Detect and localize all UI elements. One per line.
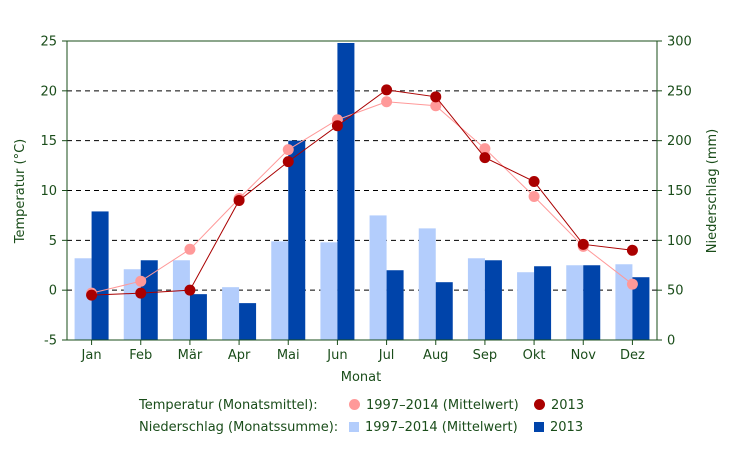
x-tick-label: Mai bbox=[277, 348, 300, 363]
x-tick-label: Jan bbox=[81, 348, 102, 363]
y-right-tick-label: 50 bbox=[667, 284, 684, 299]
y-axis-left-label: Temperatur (°C) bbox=[13, 139, 28, 245]
temp-2013-point bbox=[626, 244, 638, 256]
x-tick-label: Aug bbox=[423, 348, 448, 363]
y-right-tick-label: 250 bbox=[667, 84, 692, 99]
precip-mean-bar bbox=[271, 241, 289, 340]
y-left-tick-label: 25 bbox=[40, 35, 57, 50]
precip-2013-bar bbox=[534, 266, 552, 340]
precip-2013-bar bbox=[337, 42, 355, 340]
legend-label-precip-2013: 2013 bbox=[550, 420, 584, 435]
x-tick-label: Nov bbox=[571, 348, 597, 363]
precip-mean-bar bbox=[320, 242, 338, 340]
temp-2013-point bbox=[135, 287, 147, 299]
temp-mean-point bbox=[430, 100, 442, 112]
precip-2013-bar bbox=[583, 265, 601, 340]
precip-mean-bar bbox=[123, 269, 141, 340]
y-right-tick-label: 100 bbox=[667, 234, 692, 249]
legend-item-precip-mean: 1997–2014 (Mittelwert) bbox=[349, 420, 518, 435]
legend-row-temperature: Temperatur (Monatsmittel): 1997–2014 (Mi… bbox=[0, 398, 733, 420]
y-axis-right-label: Niederschlag (mm) bbox=[705, 129, 720, 254]
x-tick-label: Jun bbox=[326, 348, 347, 363]
precip-2013-bar bbox=[632, 277, 650, 340]
y-left-tick-label: 0 bbox=[49, 284, 57, 299]
legend-title-precipitation: Niederschlag (Monatssumme): bbox=[139, 420, 339, 435]
precip-2013-bar bbox=[484, 260, 502, 340]
x-tick-label: Apr bbox=[228, 348, 251, 363]
x-tick-label: Sep bbox=[473, 348, 498, 363]
precip-mean-bar bbox=[517, 272, 535, 340]
temperature-lines bbox=[86, 84, 638, 301]
temp-2013-point bbox=[331, 120, 343, 132]
temp-mean-point bbox=[381, 96, 393, 108]
temp-2013-point bbox=[282, 156, 294, 168]
precip-2013-bar bbox=[288, 140, 306, 340]
y-left-tick-label: 20 bbox=[40, 84, 57, 99]
precip-2013-bar bbox=[386, 270, 404, 340]
temp-2013-point bbox=[577, 238, 589, 250]
temp-mean-point bbox=[479, 143, 491, 155]
temp-mean-point bbox=[184, 243, 196, 255]
precipitation-bars bbox=[74, 42, 650, 340]
temp-2013-point bbox=[479, 152, 491, 164]
legend-label-temp-2013: 2013 bbox=[551, 398, 585, 413]
legend-label-precip-mean: 1997–2014 (Mittelwert) bbox=[365, 420, 518, 435]
legend: Temperatur (Monatsmittel): 1997–2014 (Mi… bbox=[0, 398, 733, 442]
precip-2013-bar bbox=[91, 211, 109, 340]
legend-row-precipitation: Niederschlag (Monatssumme): 1997–2014 (M… bbox=[0, 420, 733, 442]
temp-mean-point bbox=[282, 144, 294, 156]
precip-mean-bar bbox=[566, 265, 584, 340]
legend-item-temp-2013: 2013 bbox=[534, 398, 584, 413]
precip-2013-bar bbox=[189, 294, 207, 340]
y-right-tick-label: 0 bbox=[667, 334, 675, 349]
y-right-tick-label: 300 bbox=[667, 35, 692, 50]
y-left-tick-label: 10 bbox=[40, 184, 57, 199]
legend-marker-precip-mean bbox=[349, 422, 359, 432]
legend-item-precip-2013: 2013 bbox=[534, 420, 583, 435]
x-tick-label: Feb bbox=[129, 348, 152, 363]
x-tick-label: Jul bbox=[378, 348, 395, 363]
temp-mean-point bbox=[135, 275, 147, 287]
temp-2013-point bbox=[233, 194, 245, 206]
precip-mean-bar bbox=[222, 287, 240, 340]
temp-mean-line bbox=[91, 101, 633, 294]
temp-2013-point bbox=[86, 289, 98, 301]
y-left-tick-label: -5 bbox=[44, 334, 57, 349]
temp-2013-point bbox=[381, 84, 393, 96]
legend-label-temp-mean: 1997–2014 (Mittelwert) bbox=[366, 398, 519, 413]
y-right-tick-label: 200 bbox=[667, 134, 692, 149]
temp-mean-point bbox=[528, 190, 540, 202]
legend-title-temperature: Temperatur (Monatsmittel): bbox=[139, 398, 318, 413]
temp-2013-point bbox=[528, 176, 540, 188]
precip-2013-bar bbox=[239, 303, 257, 340]
y-left-tick-label: 5 bbox=[49, 234, 57, 249]
precip-mean-bar bbox=[172, 260, 190, 340]
precip-mean-bar bbox=[615, 264, 633, 340]
temp-2013-point bbox=[184, 284, 196, 296]
x-tick-label: Mär bbox=[178, 348, 203, 363]
y-left-tick-label: 15 bbox=[40, 134, 57, 149]
x-tick-label: Dez bbox=[620, 348, 645, 363]
precip-mean-bar bbox=[74, 258, 92, 340]
legend-marker-temp-mean bbox=[349, 399, 360, 410]
precip-mean-bar bbox=[369, 215, 387, 340]
x-tick-label: Okt bbox=[523, 348, 546, 363]
y-right-tick-label: 150 bbox=[667, 184, 692, 199]
legend-item-temp-mean: 1997–2014 (Mittelwert) bbox=[349, 398, 519, 413]
precip-2013-bar bbox=[435, 282, 453, 340]
temp-2013-point bbox=[430, 91, 442, 103]
precip-mean-bar bbox=[467, 258, 485, 340]
x-axis-label: Monat bbox=[341, 370, 381, 385]
temp-2013-line bbox=[91, 89, 633, 296]
legend-marker-precip-2013 bbox=[534, 422, 544, 432]
legend-marker-temp-2013 bbox=[534, 399, 545, 410]
precip-mean-bar bbox=[418, 228, 436, 340]
temp-mean-point bbox=[626, 278, 638, 290]
